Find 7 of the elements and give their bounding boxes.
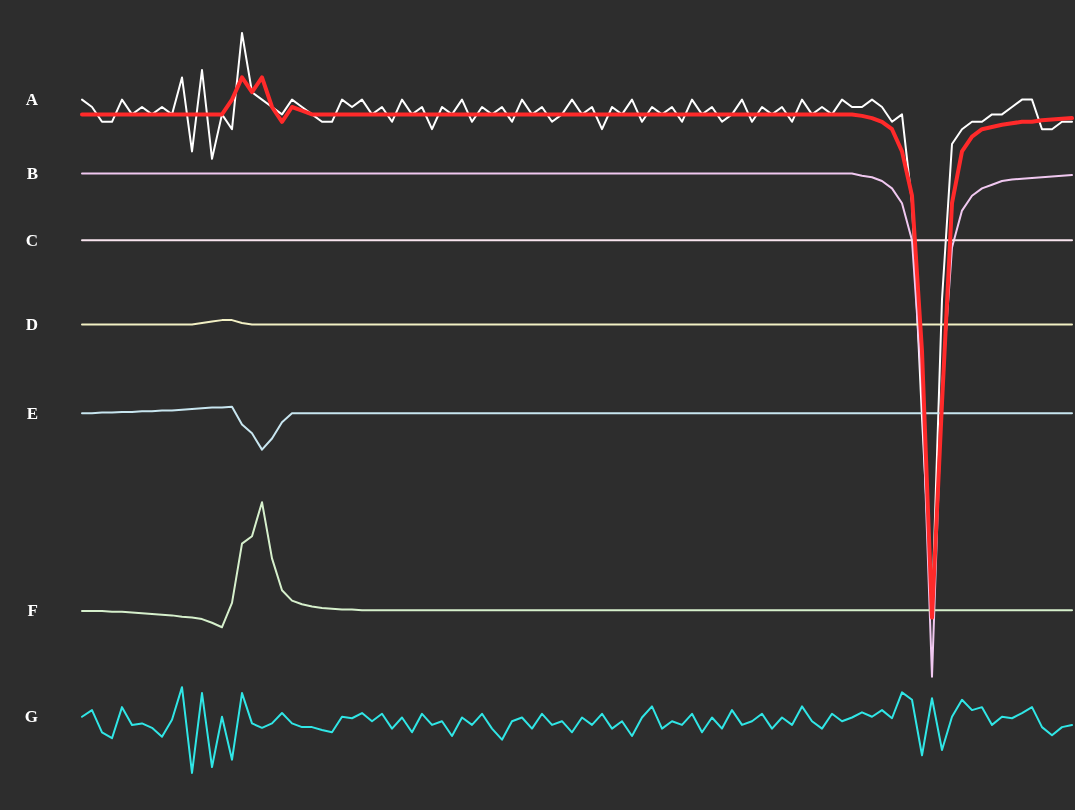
text: A — [25, 90, 39, 110]
text: B — [26, 164, 38, 184]
text: E — [26, 403, 38, 423]
text: D — [25, 315, 38, 335]
text: F — [27, 601, 38, 621]
text: C — [25, 230, 38, 250]
text: G — [24, 707, 38, 727]
